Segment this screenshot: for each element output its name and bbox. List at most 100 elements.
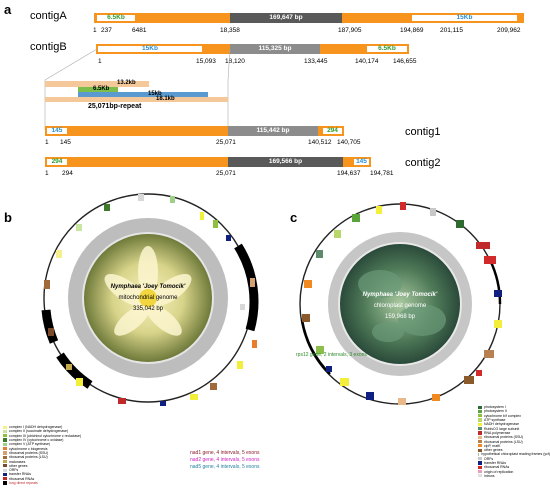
legend-swatch xyxy=(3,468,7,472)
contig1-seg1-label: 145 xyxy=(51,127,63,134)
chloro-size: 159,968 bp xyxy=(385,314,416,320)
legend-swatch xyxy=(478,439,482,444)
legend-swatch xyxy=(3,434,7,438)
repeat-bar-13kb xyxy=(45,81,149,87)
chloro-species: Nymphaea 'Joey Tomocik' xyxy=(363,292,438,298)
contigB-core-label: 115,325 bp xyxy=(258,45,292,52)
legend-label: complex I (NADH dehydrogenase) xyxy=(9,425,63,430)
mito-note-nad1: nad1 gene, 4 intervals, 5 exons xyxy=(190,450,260,456)
contigB-tick: 15,093 xyxy=(196,58,216,65)
contigB-tick: 1 xyxy=(98,58,102,65)
panel-c-label: c xyxy=(290,210,298,225)
legend-swatch xyxy=(3,447,7,451)
legend-label: ribosomal RNAs xyxy=(9,476,35,481)
contigA-core-label: 169,647 bp xyxy=(269,14,303,21)
legend-swatch xyxy=(478,414,482,418)
legend-label: other genes xyxy=(484,448,503,453)
chloro-note-rps12: rps12 gene, 2 intervals, 3 exons xyxy=(296,352,367,358)
mito-legend: complex I (NADH dehydrogenase) complex I… xyxy=(3,425,123,485)
legend-label: ribosomal proteins (LSU) xyxy=(484,439,523,444)
contig1-tick: 140,512 xyxy=(308,139,332,146)
contigA-core xyxy=(230,13,342,23)
contigA-seg3-box xyxy=(412,15,517,21)
legend-label: cytochrome b/f complex xyxy=(484,413,521,418)
contig2-seg1-box xyxy=(47,159,67,165)
legend-label: ORFs xyxy=(484,456,494,461)
contig1-seg3-label: 294 xyxy=(327,127,338,134)
repeat-connector-lines xyxy=(44,48,231,130)
legend-label: photosystem II xyxy=(484,409,507,414)
mito-repeat-2 xyxy=(41,309,59,344)
legend-label: clpP, matK xyxy=(484,443,501,448)
legend-swatch xyxy=(478,461,482,465)
contigA-label: contigA xyxy=(30,10,67,22)
repeat-bar-18kb xyxy=(45,97,228,102)
legend-label: ATP synthase xyxy=(484,418,506,423)
legend-label: transfer RNAs xyxy=(9,472,31,477)
contig1-core xyxy=(228,126,318,136)
mito-repeat-1 xyxy=(234,243,259,332)
chloro-legend: photosystem I photosystem II cytochrome … xyxy=(478,405,550,478)
legend-swatch xyxy=(3,442,7,446)
legend-label: ribosomal RNAs xyxy=(484,465,510,470)
contig2-tick: 25,071 xyxy=(216,170,236,177)
contigA-seg3-label: 15Kb xyxy=(456,14,473,21)
legend-swatch xyxy=(3,425,7,429)
contig2-core-label: 169,566 bp xyxy=(268,158,303,165)
legend-swatch xyxy=(478,465,482,469)
legend-swatch xyxy=(3,481,7,485)
contig2-seg3-label: 145 xyxy=(356,158,367,165)
mito-note-nad5: nad5 gene, 4 intervals, 5 exons xyxy=(190,464,260,470)
legend-label: introns xyxy=(484,473,495,478)
contigB-tick: 133,445 xyxy=(304,58,328,65)
mito-repeat-3 xyxy=(56,352,93,389)
contigB-seg1-box xyxy=(98,46,202,52)
mito-size: 335,042 bp xyxy=(133,306,164,312)
contigA-seg1-label: 6.5Kb xyxy=(107,14,125,21)
legend-label: maturases xyxy=(9,459,26,464)
contig1-tick: 25,071 xyxy=(216,139,236,146)
contig1-core-label: 115,442 bp xyxy=(256,127,290,134)
legend-label: long direct repeats xyxy=(9,481,38,485)
contigA-tick: 209,962 xyxy=(497,27,521,34)
mito-note-nad2: nad2 gene, 4 intervals, 5 exons xyxy=(190,457,260,463)
contig2-core xyxy=(228,157,343,167)
contig2-seg1-label: 294 xyxy=(51,158,63,165)
contigB-seg3-box xyxy=(367,46,407,52)
contigB-tick: 140,174 xyxy=(355,58,379,65)
legend-label: ORFs xyxy=(9,468,19,473)
contig1-seg1-box xyxy=(47,128,67,134)
legend-label: RubisCO large subunit xyxy=(484,426,520,431)
contigA-tick: 201,115 xyxy=(440,27,464,34)
contigB-tick: 146,655 xyxy=(393,58,417,65)
contig2-label: contig2 xyxy=(405,157,441,169)
contigB-core xyxy=(230,44,320,54)
legend-swatch xyxy=(478,474,482,478)
legend-swatch xyxy=(3,459,7,464)
contig2-seg3-box xyxy=(354,159,369,165)
panel-b-label: b xyxy=(4,210,12,225)
legend-swatch xyxy=(3,451,7,455)
mito-species: Nymphaea 'Joey Tomocik' xyxy=(111,284,186,290)
contig2-bar xyxy=(45,157,371,167)
legend-label: RNA polymerase xyxy=(484,430,511,435)
legend-label: ribosomal proteins (LSU) xyxy=(9,455,48,460)
legend-label: hypothetical chloroplast reading frames … xyxy=(481,452,550,457)
chloro-genome-map: Nymphaea 'Joey Tomocik' chloroplast geno… xyxy=(299,202,502,405)
contigB-seg1-label: 15Kb xyxy=(142,45,158,52)
legend-label: ribosomal proteins (SSU) xyxy=(484,435,524,440)
legend-swatch xyxy=(3,455,7,459)
contig1-tick: 145 xyxy=(60,139,71,146)
legend-label: complex IV (cytochrome c oxidase) xyxy=(9,438,64,443)
mito-genome-map: Nymphaea 'Joey Tomocik' mitochondrial ge… xyxy=(41,193,259,406)
repeat-bar-18kb-label: 18.1kb xyxy=(156,96,175,102)
mito-genome-label: mitochondrial genome xyxy=(118,295,178,301)
repeat-bar-6kb xyxy=(78,87,118,92)
legend-swatch xyxy=(478,418,482,422)
contigA-tick: 18,358 xyxy=(220,27,240,34)
legend-swatch xyxy=(478,457,482,461)
legend-swatch xyxy=(478,422,482,426)
legend-label: photosystem I xyxy=(484,405,506,410)
contig1-seg3-box xyxy=(323,128,342,134)
